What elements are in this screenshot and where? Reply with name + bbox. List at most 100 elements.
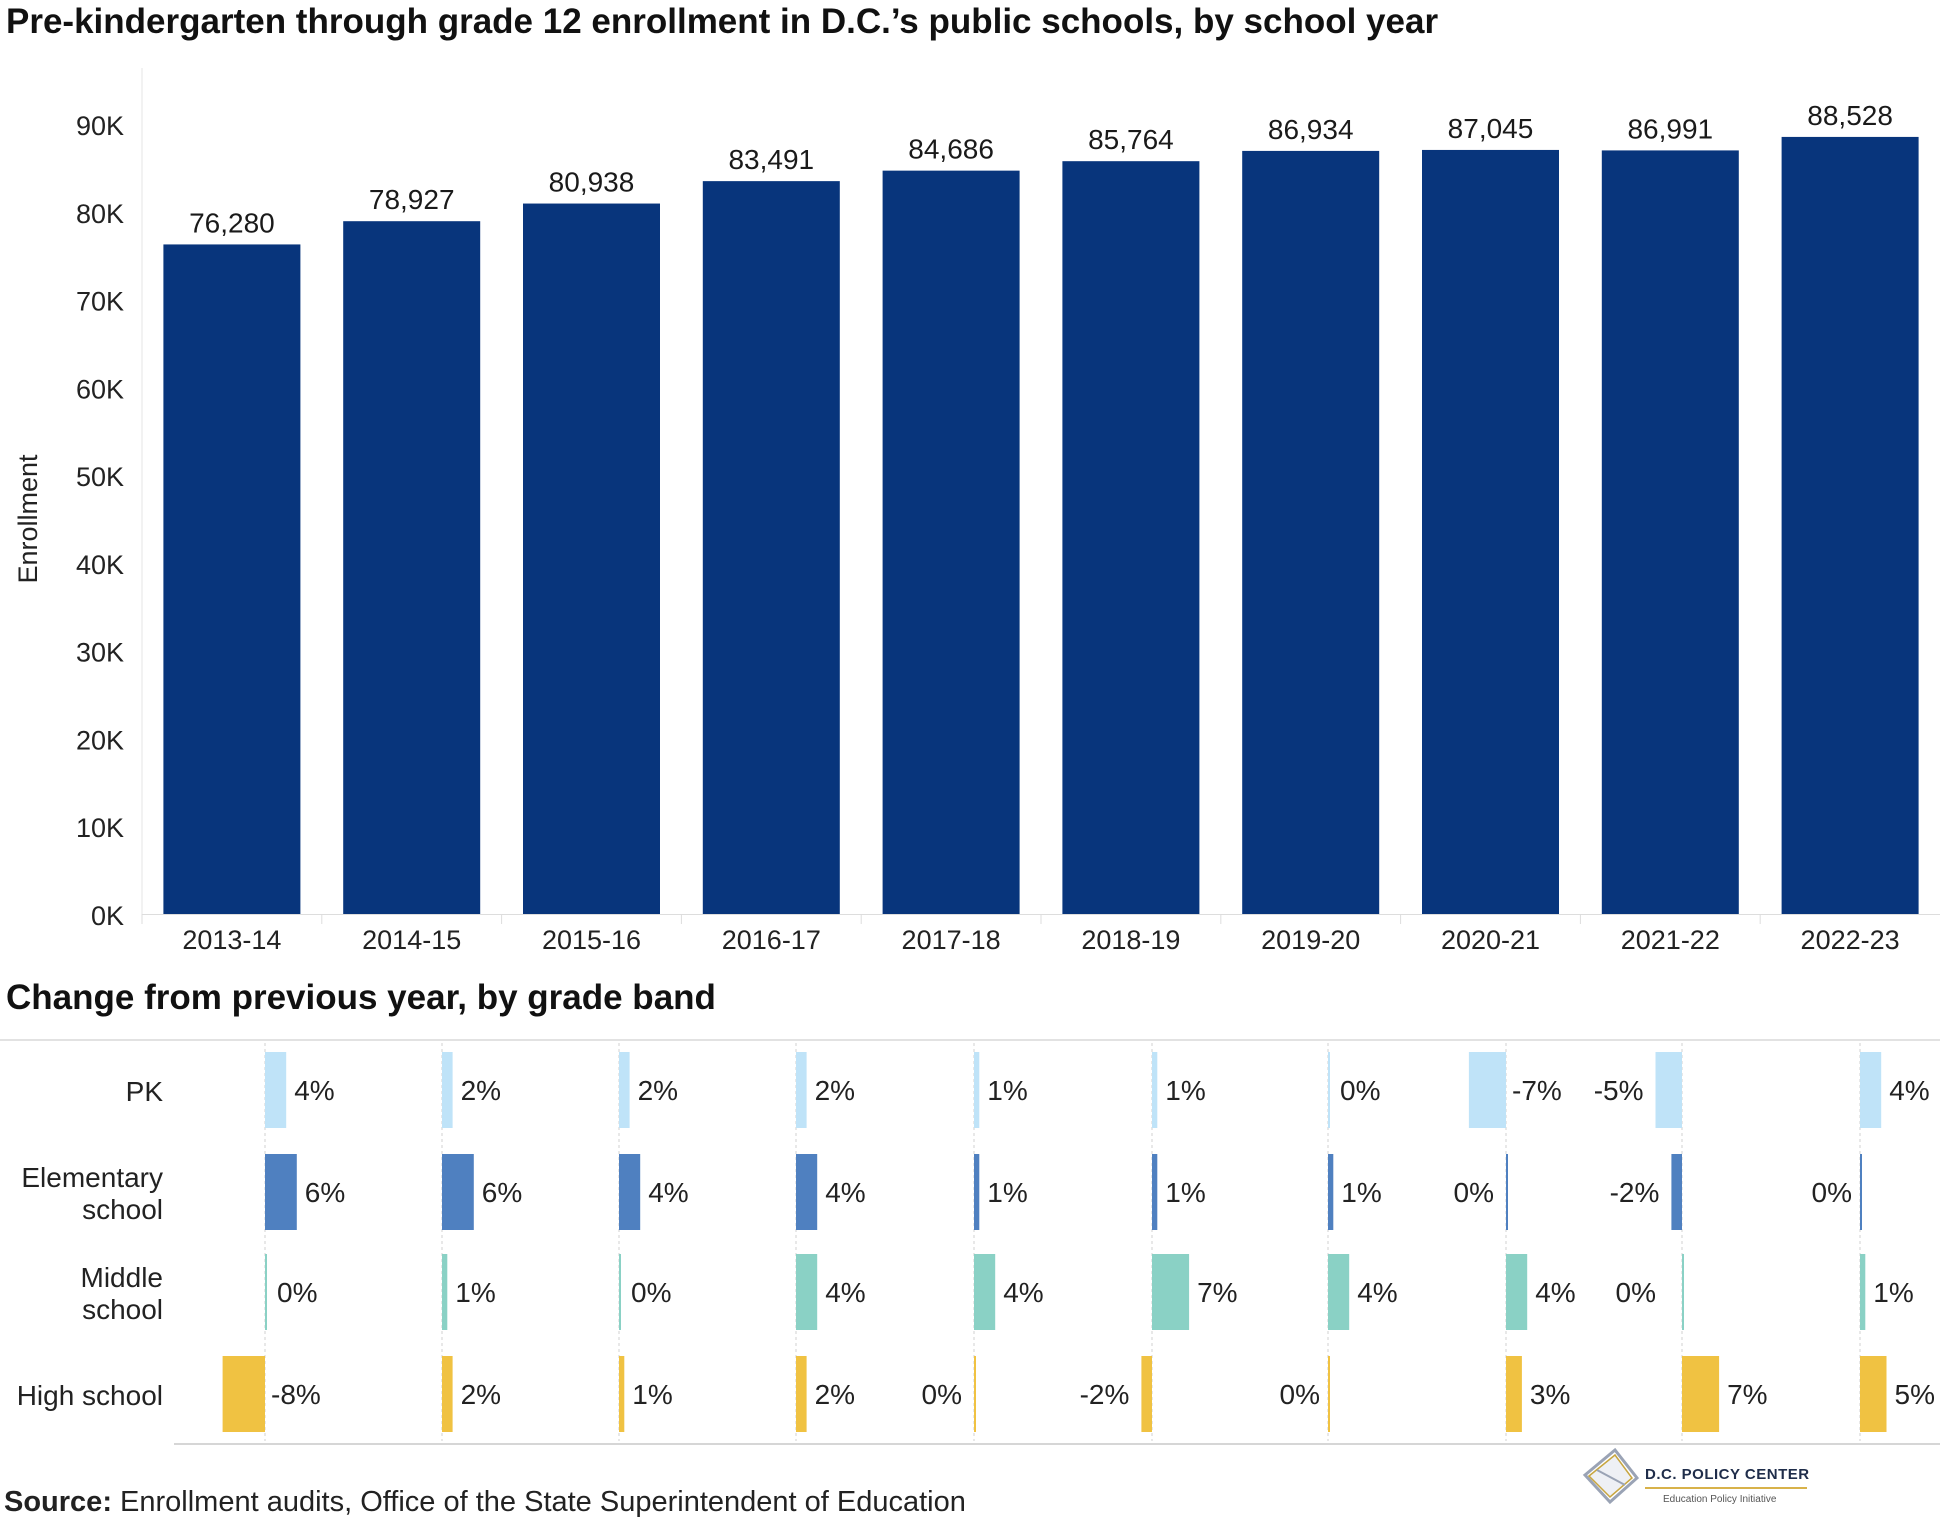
change-bar: [442, 1356, 453, 1432]
change-bar: [619, 1254, 621, 1330]
bar-value-label: 80,938: [549, 167, 635, 198]
enrollment-bar: [343, 221, 481, 914]
change-bar: [442, 1254, 448, 1330]
enrollment-bar: [882, 170, 1020, 914]
bar-value-label: 86,934: [1268, 114, 1354, 145]
bar-value-label: 84,686: [908, 134, 994, 165]
change-value-label: 4%: [825, 1277, 865, 1308]
y-tick-label: 0K: [91, 901, 124, 931]
y-tick-label: 30K: [76, 638, 124, 668]
x-tick-label: 2020-21: [1441, 925, 1540, 955]
change-value-label: -7%: [1512, 1075, 1562, 1106]
change-bar: [1152, 1154, 1158, 1230]
enrollment-bar: [523, 203, 660, 915]
change-bar: [1328, 1154, 1334, 1230]
change-bar: [619, 1356, 625, 1432]
change-value-label: 1%: [1873, 1277, 1913, 1308]
change-value-label: 4%: [1535, 1277, 1575, 1308]
grade-band-label: High school: [17, 1380, 163, 1411]
dc-map-icon: [1582, 1447, 1640, 1505]
change-bar: [222, 1356, 265, 1432]
change-bar: [974, 1154, 980, 1230]
enrollment-bar: [1242, 150, 1380, 914]
change-bar: [796, 1052, 807, 1128]
x-tick-label: 2021-22: [1621, 925, 1720, 955]
enrollment-bar: [1422, 149, 1559, 914]
change-bar: [974, 1356, 976, 1432]
x-tick-label: 2019-20: [1261, 925, 1360, 955]
y-tick-label: 50K: [76, 462, 124, 492]
change-bar: [1682, 1356, 1720, 1432]
change-bar: [442, 1154, 474, 1230]
y-tick-label: 70K: [76, 287, 124, 317]
x-tick-label: 2022-23: [1801, 925, 1900, 955]
grade-band-label: PK: [126, 1076, 164, 1107]
change-value-label: 0%: [922, 1379, 962, 1410]
x-tick-label: 2014-15: [362, 925, 461, 955]
change-bar: [1328, 1356, 1330, 1432]
change-value-label: 2%: [815, 1075, 855, 1106]
change-bar: [265, 1052, 287, 1128]
change-bar: [1860, 1154, 1862, 1230]
change-value-label: 4%: [648, 1177, 688, 1208]
change-value-label: 2%: [461, 1075, 501, 1106]
dc-policy-center-logo: D.C. POLICY CENTER Education Policy Init…: [1575, 1440, 1815, 1530]
change-value-label: -8%: [271, 1379, 321, 1410]
x-tick-label: 2018-19: [1081, 925, 1180, 955]
change-value-label: 4%: [825, 1177, 865, 1208]
source-text: Enrollment audits, Office of the State S…: [111, 1486, 966, 1518]
band-chart-title: Change from previous year, by grade band: [6, 978, 716, 1017]
change-bar: [974, 1052, 980, 1128]
change-bar: [1671, 1154, 1682, 1230]
change-bar: [1152, 1052, 1158, 1128]
change-value-label: 6%: [305, 1177, 345, 1208]
logo-tagline: Education Policy Initiative: [1663, 1494, 1777, 1505]
logo-divider: [1645, 1487, 1807, 1489]
change-value-label: 0%: [1340, 1075, 1380, 1106]
y-tick-label: 10K: [76, 813, 124, 843]
bar-value-label: 85,764: [1088, 124, 1174, 155]
change-bar: [1328, 1052, 1330, 1128]
change-value-label: 5%: [1895, 1379, 1935, 1410]
change-value-label: -5%: [1594, 1075, 1644, 1106]
change-bar: [1506, 1154, 1508, 1230]
change-bar: [1860, 1052, 1882, 1128]
change-bar: [619, 1052, 630, 1128]
enrollment-bar: [1601, 150, 1739, 914]
change-bar: [796, 1254, 818, 1330]
change-bar: [1141, 1356, 1152, 1432]
grade-band-label: school: [82, 1194, 163, 1225]
x-tick-label: 2013-14: [182, 925, 281, 955]
change-value-label: -2%: [1610, 1177, 1660, 1208]
change-bar: [974, 1254, 996, 1330]
change-value-label: 2%: [815, 1379, 855, 1410]
change-value-label: 1%: [1165, 1075, 1205, 1106]
change-bar: [1506, 1254, 1528, 1330]
change-bar: [796, 1356, 807, 1432]
x-tick-label: 2016-17: [722, 925, 821, 955]
enrollment-bar-chart: 0K 10K 20K 30K 40K 50K 60K 70K 80K 90K Enrollment 7…: [13, 68, 1940, 955]
source-note: Source: Enrollment audits, Office of the…: [4, 1486, 966, 1519]
chart-title: Pre-kindergarten through grade 12 enroll…: [6, 2, 1439, 41]
change-value-label: 1%: [1341, 1177, 1381, 1208]
y-axis-label: Enrollment: [13, 454, 43, 584]
change-value-label: 0%: [1454, 1177, 1494, 1208]
change-bar: [265, 1254, 267, 1330]
change-bar: [442, 1052, 453, 1128]
change-bar: [796, 1154, 818, 1230]
bar-value-label: 83,491: [728, 144, 814, 175]
change-bar: [265, 1154, 297, 1230]
source-label: Source:: [4, 1486, 112, 1518]
change-value-label: -2%: [1080, 1379, 1130, 1410]
grade-band-change-chart: PK 4% 2% 2% 2% 1% 1% 0% -7% -5% 4%Elementaryschool…: [0, 1039, 1940, 1445]
change-bar: [1152, 1254, 1190, 1330]
change-bar: [1328, 1254, 1350, 1330]
change-value-label: 0%: [277, 1277, 317, 1308]
change-bar: [619, 1154, 641, 1230]
y-tick-label: 20K: [76, 725, 124, 755]
change-value-label: 0%: [1616, 1277, 1656, 1308]
grade-band-label: school: [82, 1294, 163, 1325]
x-tick-label: 2015-16: [542, 925, 641, 955]
change-bar: [1655, 1052, 1682, 1128]
enrollment-bar: [1062, 161, 1200, 914]
